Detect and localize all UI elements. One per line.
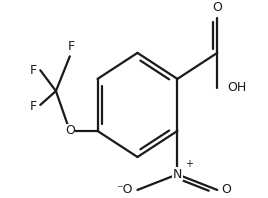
Text: N: N [173, 168, 182, 181]
Text: O: O [65, 125, 75, 137]
Text: O: O [221, 184, 231, 196]
Text: O: O [212, 1, 222, 14]
Text: F: F [68, 40, 75, 53]
Text: +: + [185, 159, 193, 169]
Text: F: F [30, 100, 37, 113]
Text: ⁻O: ⁻O [116, 184, 132, 196]
Text: OH: OH [227, 81, 246, 94]
Text: F: F [30, 64, 37, 77]
